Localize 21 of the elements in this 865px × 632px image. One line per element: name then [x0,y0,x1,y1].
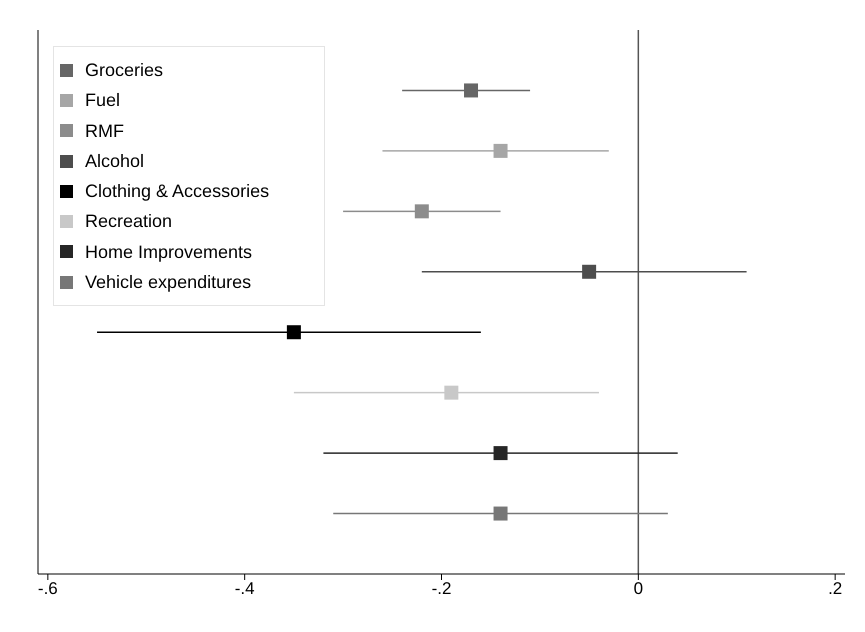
point [582,264,596,279]
legend-label: Vehicle expenditures [85,271,252,294]
x-tick-label: -.2 [432,579,452,598]
legend-label: RMF [85,120,124,143]
legend-label: Fuel [85,89,120,112]
point [494,446,508,460]
legend-label: Clothing & Accessories [85,180,270,204]
point [494,506,508,521]
legend-label: Alcohol [85,150,144,173]
point [464,83,478,98]
point [494,144,508,158]
point [414,204,429,218]
x-tick-label: -.6 [38,579,58,598]
x-tick-label: 0 [634,579,644,598]
legend-label: Recreation [85,210,172,234]
legend-label: Groceries [85,59,164,82]
legend-label: Home Improvements [85,240,252,264]
point [286,325,301,340]
x-tick-label: .2 [828,579,842,598]
point [444,386,458,400]
x-tick-label: -.4 [234,579,255,598]
